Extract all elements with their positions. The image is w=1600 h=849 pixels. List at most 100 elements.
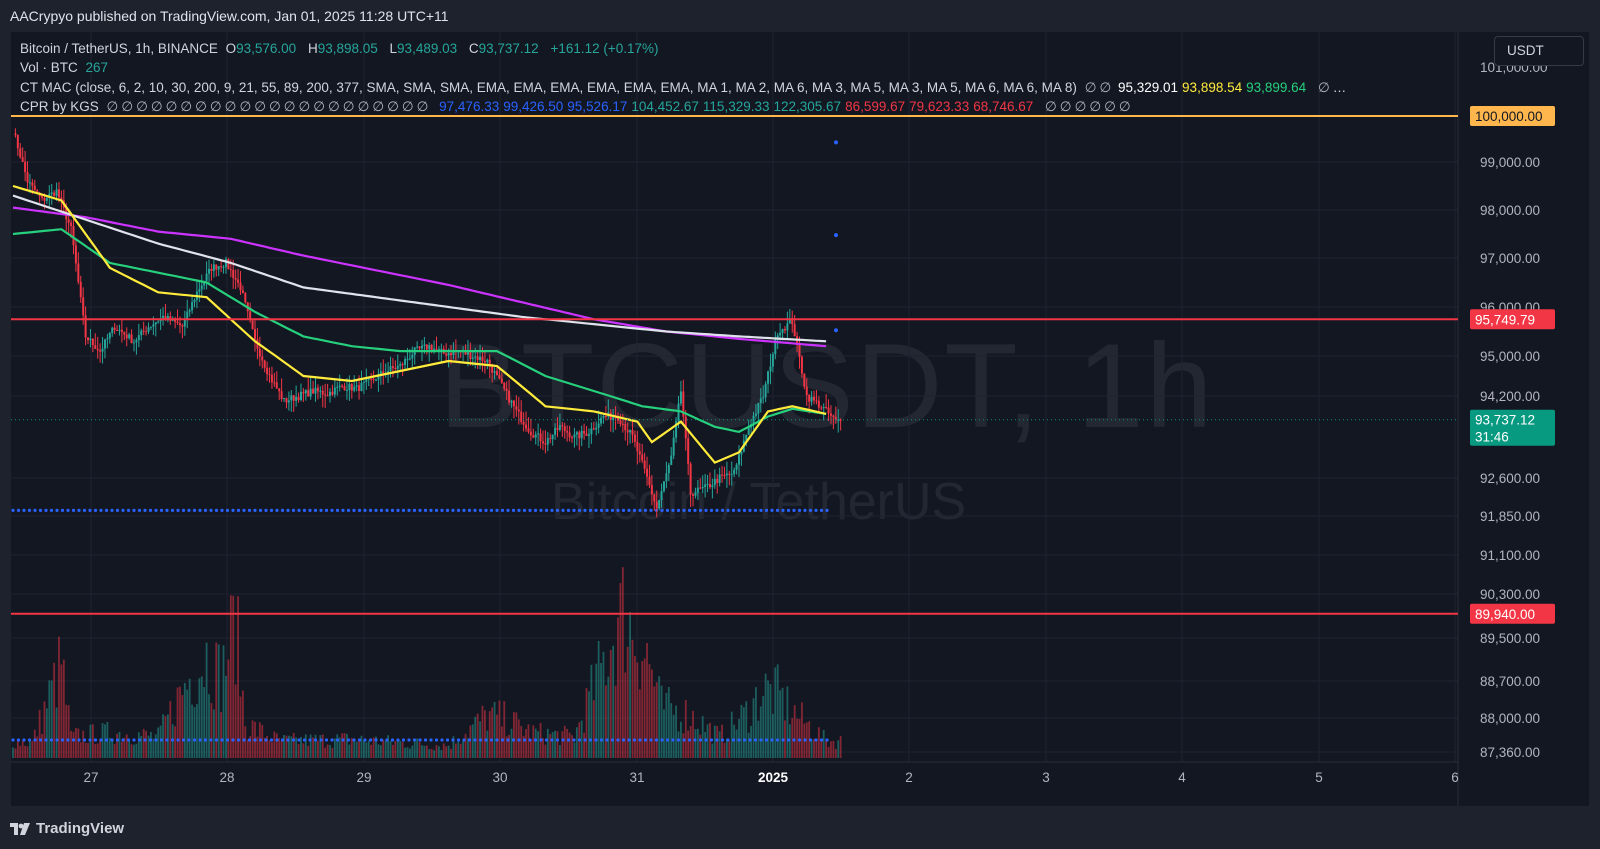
candle-body [375, 379, 377, 381]
candle-body [227, 259, 230, 270]
candle-body [135, 340, 138, 343]
candle-body [832, 415, 835, 417]
null-value-icon: ∅ [1084, 80, 1097, 95]
cpr-dot [775, 738, 780, 742]
candle-body [43, 197, 46, 201]
volume-bar [713, 725, 716, 758]
candle-body [839, 419, 842, 421]
cpr-dot [698, 508, 703, 512]
volume-bar [425, 745, 428, 758]
volume-bar [704, 731, 707, 758]
candle-body [275, 382, 278, 389]
price-chart[interactable]: 99,000.0098,000.0097,000.0096,000.0095,0… [11, 32, 1589, 806]
volume-bar [830, 741, 832, 758]
cpr-dot [792, 738, 796, 742]
cpr-dot [82, 508, 87, 512]
cpr-dot [709, 738, 714, 742]
null-value-icon: ∅ [328, 99, 340, 114]
candle-body [817, 400, 820, 408]
volume-bar [38, 709, 41, 758]
time-tick-label: 31 [629, 770, 644, 785]
volume-bar [573, 742, 576, 758]
candle-body [26, 172, 29, 183]
candle-body [198, 289, 201, 292]
candle-body [379, 371, 382, 375]
candle-body [263, 360, 266, 368]
candle-body [515, 406, 518, 410]
cpr-dot [814, 738, 818, 742]
volume-bar [266, 735, 268, 758]
volume-bar [411, 745, 414, 758]
legend-symbol[interactable]: Bitcoin / TetherUS, 1h, BINANCE [20, 41, 218, 56]
volume-bar [529, 740, 532, 758]
cpr-dot [132, 508, 136, 512]
cpr-dot [781, 508, 785, 512]
candle-body [556, 427, 559, 430]
volume-bar [413, 741, 416, 758]
candle-body [788, 320, 791, 324]
volume-bar [125, 734, 128, 758]
legend-cpr-row[interactable]: CPR by KGS ∅ ∅ ∅ ∅ ∅ ∅ ∅ ∅ ∅ ∅ ∅ ∅ ∅ ∅ ∅ ∅ ∅ ∅ ∅ ∅ ∅ ∅ 97,476… [20, 99, 1138, 115]
cpr-dot [440, 508, 444, 512]
candle-body [544, 443, 547, 445]
candle-body [232, 270, 235, 278]
volume-bar [602, 651, 605, 758]
candle-body [452, 350, 455, 355]
null-value-icon: ∅ [224, 99, 237, 114]
volume-bar [484, 710, 486, 758]
cpr-dot [742, 508, 747, 512]
tradingview-brand[interactable]: TradingView [10, 820, 124, 837]
cpr-dot [594, 738, 598, 742]
candle-body [583, 430, 586, 434]
cpr-dot [445, 508, 450, 512]
candle-body [496, 371, 498, 376]
chart-panel[interactable]: BTCUSDT, 1h Bitcoin / TetherUS 99,000.00… [11, 32, 1589, 806]
candle-body [31, 182, 34, 186]
cpr-dot [346, 738, 351, 742]
candle-body [612, 417, 615, 420]
volume-bar [116, 733, 118, 758]
candle-body [798, 342, 801, 357]
cpr-dot [220, 738, 224, 742]
candle-body [111, 327, 114, 333]
candle-body [103, 339, 106, 349]
cpr-dot [742, 738, 747, 742]
candle-body [416, 346, 419, 348]
candle-body [701, 487, 704, 489]
volume-bar [428, 749, 431, 758]
volume-bar [164, 715, 167, 758]
volume-bar [203, 687, 206, 758]
volume-bar [771, 713, 774, 758]
cpr-dot [555, 508, 560, 512]
candle-body [241, 290, 244, 294]
volume-bar [542, 738, 544, 758]
legend-volume-row[interactable]: Vol · BTC 267 [20, 60, 112, 75]
volume-bar [242, 690, 244, 758]
candle-body [140, 330, 143, 336]
time-tick-label: 27 [83, 770, 98, 785]
candle-body [815, 400, 818, 402]
volume-bar [292, 732, 295, 758]
cpr-value: 97,476.33 [439, 99, 500, 114]
volume-bar [14, 748, 17, 758]
cpr-dot [121, 738, 125, 742]
candle-body [728, 473, 731, 475]
volume-bar [355, 741, 358, 758]
candle-body [377, 374, 380, 380]
price-tick-label: 87,360.00 [1480, 745, 1540, 760]
cpr-dot [154, 508, 158, 512]
cpr-dotted-level [11, 508, 829, 512]
legend-ctmac-row[interactable]: CT MAC (close, 6, 2, 10, 30, 200, 9, 21,… [20, 80, 1350, 96]
cpr-dot [825, 508, 829, 512]
volume-bar [837, 740, 840, 758]
ma-green-line [12, 228, 827, 434]
cpr-dot [649, 508, 653, 512]
volume-bar [742, 707, 745, 758]
low-label: L [389, 41, 398, 56]
cpr-dot [258, 508, 263, 512]
candle-body [336, 386, 339, 388]
volume-bar [563, 725, 566, 758]
candle-body [803, 373, 806, 387]
currency-button[interactable]: USDT [1494, 36, 1584, 66]
cpr-dot [467, 508, 472, 512]
